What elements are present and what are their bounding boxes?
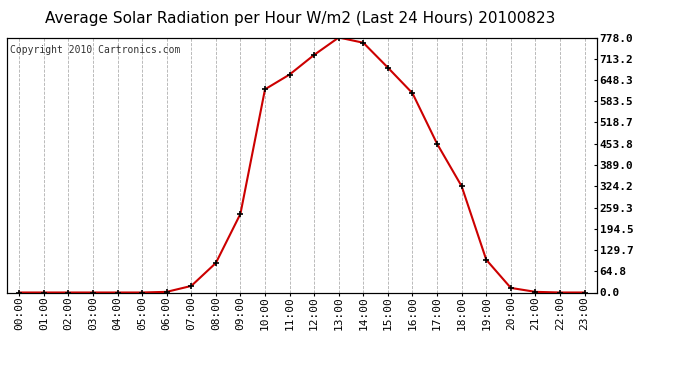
Text: Average Solar Radiation per Hour W/m2 (Last 24 Hours) 20100823: Average Solar Radiation per Hour W/m2 (L… [45,11,555,26]
Text: Copyright 2010 Cartronics.com: Copyright 2010 Cartronics.com [10,45,180,55]
